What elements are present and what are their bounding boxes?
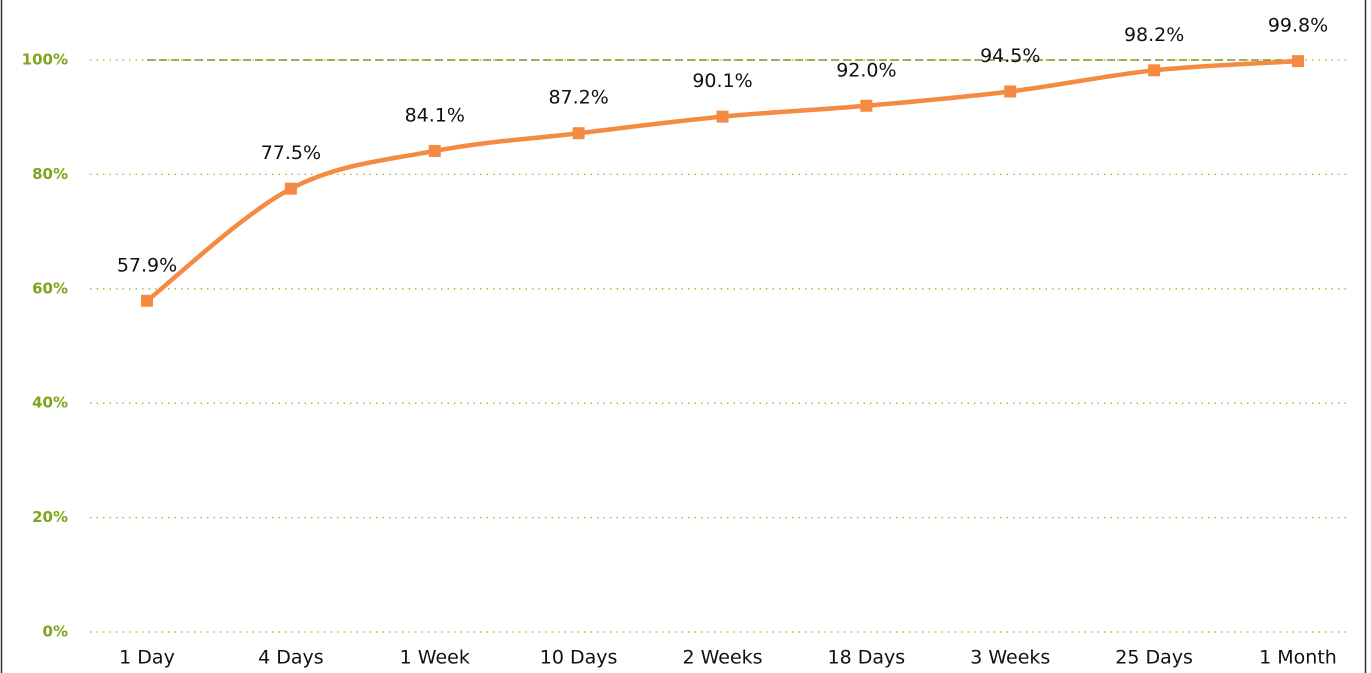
x-tick-label: 1 Month (1259, 647, 1337, 669)
data-label: 98.2% (1124, 24, 1184, 46)
x-tick-label: 1 Day (119, 647, 175, 669)
y-tick-label: 100% (22, 51, 68, 69)
x-tick-label: 3 Weeks (970, 647, 1050, 669)
marker (428, 144, 441, 157)
marker (1292, 55, 1304, 68)
data-label: 92.0% (836, 59, 896, 81)
data-label: 77.5% (261, 142, 321, 164)
y-tick-label: 0% (43, 623, 68, 641)
data-label: 57.9% (117, 254, 177, 276)
marker (1148, 64, 1161, 77)
y-tick-label: 60% (32, 279, 68, 297)
data-label: 87.2% (548, 87, 608, 109)
x-tick-label: 1 Week (400, 647, 470, 669)
x-tick-label: 10 Days (540, 647, 618, 669)
marker (284, 182, 297, 195)
line (144, 58, 1301, 304)
marker (1004, 85, 1017, 98)
x-tick-label: 2 Weeks (682, 647, 762, 669)
y-tick-label: 20% (32, 508, 68, 526)
data-label: 84.1% (405, 104, 465, 126)
data-label: 99.8% (1268, 15, 1328, 37)
y-tick-label: 40% (32, 394, 68, 412)
marker (716, 110, 729, 123)
data-label: 94.5% (980, 45, 1040, 67)
marker (860, 99, 873, 112)
x-tick-label: 18 Days (828, 647, 906, 669)
y-tick-label: 80% (32, 165, 68, 183)
data-label: 90.1% (692, 70, 752, 92)
marker (572, 127, 585, 140)
x-tick-label: 4 Days (258, 647, 324, 669)
x-tick-label: 25 Days (1115, 647, 1193, 669)
marker (141, 294, 153, 307)
